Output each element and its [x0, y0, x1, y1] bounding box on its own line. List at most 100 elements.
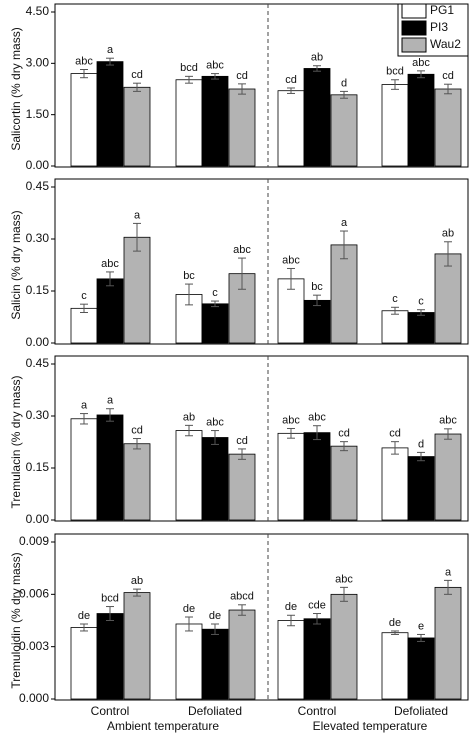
bar: [330, 244, 358, 344]
bar: [303, 68, 331, 167]
bar: [201, 437, 229, 521]
bar: [277, 432, 305, 521]
bar: [330, 593, 358, 700]
significance-letter: cd: [131, 424, 143, 436]
y-tick-label: 0.15: [26, 460, 50, 474]
significance-letter: abc: [439, 415, 457, 427]
bar: [70, 418, 98, 521]
significance-letter: abc: [412, 57, 430, 69]
significance-letter: c: [418, 296, 424, 308]
bar: [434, 88, 462, 167]
bar: [434, 586, 462, 700]
significance-letter: d: [418, 438, 424, 450]
bar: [407, 312, 435, 344]
bar: [228, 453, 256, 521]
bar: [175, 79, 203, 167]
bar: [303, 432, 331, 521]
bar: [381, 84, 409, 167]
bar: [407, 456, 435, 521]
y-tick-label: 0.00: [26, 335, 50, 349]
significance-letter: abc: [233, 244, 251, 256]
significance-letter: cd: [442, 70, 454, 82]
significance-letter: de: [389, 617, 401, 629]
significance-letter: ab: [442, 228, 454, 240]
bar: [381, 632, 409, 700]
significance-letter: ab: [183, 411, 195, 423]
bar: [330, 94, 358, 167]
significance-letter: cd: [285, 74, 297, 86]
significance-letter: abc: [206, 416, 224, 428]
bar: [201, 303, 229, 344]
significance-letter: c: [81, 290, 87, 302]
y-axis-label: Tremulacin (% dry mass): [9, 376, 23, 509]
bar: [201, 75, 229, 167]
significance-letter: ab: [131, 575, 143, 587]
significance-letter: de: [78, 610, 90, 622]
y-tick-label: 0.000: [19, 691, 49, 705]
legend-swatch: [401, 37, 427, 53]
y-tick-label: 1.50: [26, 107, 50, 121]
significance-letter: abcd: [230, 591, 254, 603]
bar: [123, 592, 151, 700]
significance-letter: abc: [282, 254, 300, 266]
significance-letter: abc: [282, 414, 300, 426]
significance-letter: cd: [236, 435, 248, 447]
legend-label: Wau2: [430, 37, 461, 51]
significance-letter: e: [418, 620, 424, 632]
bar: [303, 618, 331, 700]
significance-letter: de: [183, 603, 195, 615]
bar: [277, 90, 305, 167]
plot-frame: [54, 178, 469, 345]
significance-letter: a: [134, 209, 141, 221]
x-tick-label: Control: [298, 704, 337, 718]
significance-letter: c: [212, 287, 218, 299]
significance-letter: cd: [236, 70, 248, 82]
y-tick-label: 4.50: [26, 4, 50, 18]
y-axis-label: Salicin (% dry mass): [9, 210, 23, 319]
significance-letter: bcd: [386, 66, 404, 78]
bar: [277, 620, 305, 700]
y-axis-label: Salicortin (% dry mass): [9, 27, 23, 150]
significance-letter: d: [341, 77, 347, 89]
bar: [70, 307, 98, 344]
significance-letter: de: [209, 610, 221, 622]
x-tick-label: Defoliated: [188, 704, 242, 718]
legend-label: PI3: [430, 20, 448, 34]
bar: [201, 628, 229, 700]
significance-letter: cd: [338, 428, 350, 440]
y-tick-label: 0.30: [26, 408, 50, 422]
significance-letter: cd: [389, 428, 401, 440]
plot-frame: [54, 355, 469, 522]
bar: [381, 447, 409, 521]
bar: [175, 623, 203, 700]
significance-letter: bc: [183, 270, 195, 282]
bar: [123, 86, 151, 167]
y-tick-label: 0.006: [19, 587, 49, 601]
y-tick-label: 0.00: [26, 512, 50, 526]
bar: [434, 433, 462, 521]
y-axis-label: Tremuloidin (% dry mass): [9, 552, 23, 688]
y-tick-label: 0.45: [26, 356, 50, 370]
bar: [96, 278, 124, 344]
y-tick-label: 0.009: [19, 534, 49, 548]
bar: [228, 609, 256, 700]
significance-letter: c: [392, 293, 398, 305]
significance-letter: bc: [311, 281, 323, 293]
significance-letter: a: [107, 395, 114, 407]
bar: [228, 88, 256, 167]
significance-letter: abc: [335, 573, 353, 585]
bar: [407, 73, 435, 167]
significance-letter: a: [445, 566, 452, 578]
significance-letter: ab: [311, 52, 323, 64]
significance-letter: abc: [75, 55, 93, 67]
bar: [96, 613, 124, 700]
x-tick-label: Defoliated: [394, 704, 448, 718]
significance-letter: cd: [131, 69, 143, 81]
bar: [96, 61, 124, 167]
significance-letter: de: [285, 601, 297, 613]
y-tick-label: 0.30: [26, 231, 50, 245]
bar: [70, 73, 98, 167]
bar: [123, 236, 151, 344]
legend-swatch: [401, 3, 427, 19]
bar: [70, 627, 98, 700]
